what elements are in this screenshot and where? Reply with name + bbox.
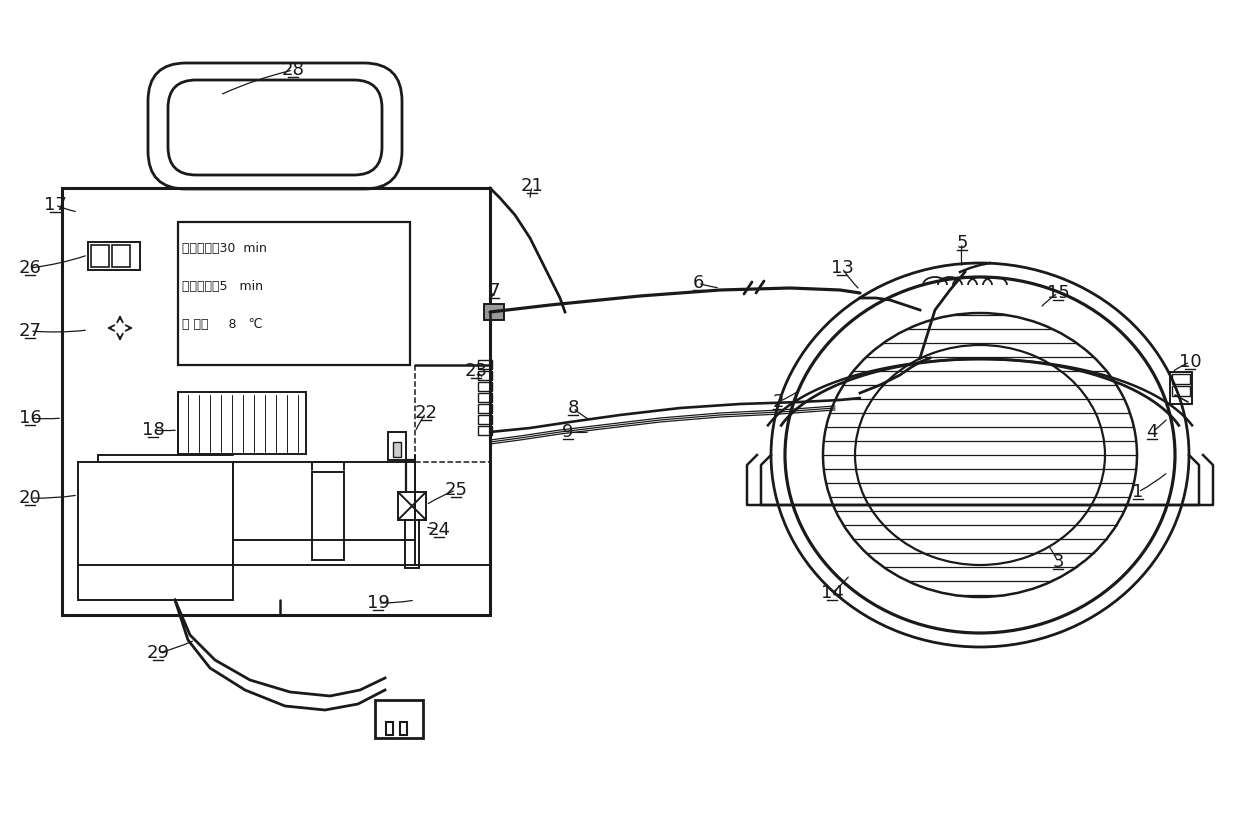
Text: 10: 10 — [1179, 353, 1202, 371]
Text: 1: 1 — [1132, 483, 1143, 501]
Text: 5: 5 — [956, 234, 967, 252]
Bar — [477, 382, 492, 391]
Text: 27: 27 — [19, 322, 41, 340]
Bar — [179, 222, 410, 365]
Text: 25: 25 — [444, 481, 467, 499]
Bar — [1171, 372, 1192, 404]
Bar — [179, 392, 306, 454]
Text: 14: 14 — [821, 584, 843, 602]
Bar — [405, 520, 419, 568]
Text: 16: 16 — [19, 409, 41, 427]
Text: 温 度：     8   ℃: 温 度： 8 ℃ — [182, 317, 263, 330]
Bar — [312, 472, 343, 560]
Bar — [91, 245, 109, 267]
Bar — [484, 304, 503, 320]
Bar — [477, 371, 492, 380]
Bar — [477, 393, 492, 402]
Text: 9: 9 — [562, 423, 574, 441]
Text: 4: 4 — [1146, 423, 1158, 441]
Text: 19: 19 — [367, 594, 389, 612]
Bar — [477, 360, 492, 369]
Bar — [477, 426, 492, 435]
Bar — [78, 462, 233, 600]
Text: 2: 2 — [773, 393, 784, 411]
Bar — [477, 415, 492, 424]
Text: 26: 26 — [19, 259, 41, 277]
Bar — [388, 432, 405, 460]
Bar — [386, 722, 393, 735]
Text: 7: 7 — [489, 282, 500, 300]
Bar — [393, 442, 401, 457]
Text: 6: 6 — [692, 274, 703, 292]
Text: 23: 23 — [465, 362, 487, 380]
Text: 17: 17 — [43, 196, 67, 214]
Text: 20: 20 — [19, 489, 41, 507]
Bar — [1172, 374, 1190, 384]
Bar — [374, 700, 423, 738]
Text: 13: 13 — [831, 259, 853, 277]
Text: 18: 18 — [141, 421, 165, 439]
Text: 22: 22 — [414, 404, 438, 422]
Bar — [233, 462, 415, 540]
Bar — [62, 188, 490, 615]
Text: 24: 24 — [428, 521, 450, 539]
Bar — [88, 242, 140, 270]
Text: 21: 21 — [521, 177, 543, 195]
Text: 8: 8 — [568, 399, 579, 417]
Text: 3: 3 — [1053, 553, 1064, 571]
Bar — [477, 404, 492, 413]
Text: 28: 28 — [281, 61, 305, 79]
Text: 29: 29 — [146, 644, 170, 662]
Text: 加压时间：30  min: 加压时间：30 min — [182, 242, 267, 255]
Bar — [398, 492, 427, 520]
Bar — [112, 245, 130, 267]
Text: 间隔时间：5   min: 间隔时间：5 min — [182, 279, 263, 292]
Text: 15: 15 — [1047, 284, 1069, 302]
Bar — [401, 722, 407, 735]
Bar — [1172, 386, 1190, 396]
